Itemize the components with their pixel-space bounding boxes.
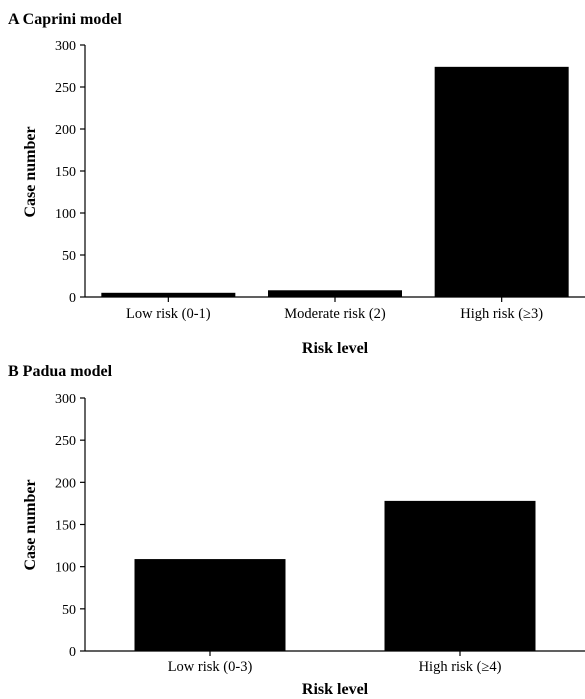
chart-a-ytick-label: 50 [62,249,76,264]
chart-a-bar [101,292,236,297]
chart-b-bar [384,500,536,651]
chart-a-xtick-label: Low risk (0-1) [126,306,211,322]
chart-b-title: B Padua model [8,363,113,380]
chart-b-x-axis-ticks: Low risk (0-3) High risk (≥4) [168,651,502,675]
chart-a-ytick-label: 250 [55,81,76,96]
chart-b-ytick-label: 300 [55,392,76,407]
chart-a-xtick-label: High risk (≥3) [460,306,543,322]
chart-a-bars [101,66,569,297]
chart-a-ytick-label: 200 [55,123,76,138]
chart-a-ylabel: Case number [22,126,39,217]
chart-b-ylabel: Case number [22,479,39,570]
chart-b-y-axis-ticks: 0 50 100 150 200 250 300 [55,392,85,660]
chart-a-ytick-label: 100 [55,207,76,222]
chart-b-ytick-label: 200 [55,476,76,491]
chart-a-bar [268,290,402,297]
chart-b-bar [134,559,286,651]
chart-b-xlabel: Risk level [302,681,369,698]
chart-a-ytick-label: 0 [69,291,76,306]
chart-panel-a: A Caprini model Case number Risk level 0… [8,11,585,357]
chart-a-bar [434,66,569,297]
chart-b-xtick-label: Low risk (0-3) [168,659,253,675]
chart-b-ytick-label: 0 [69,645,76,660]
chart-b-ytick-label: 150 [55,519,76,534]
chart-b-ytick-label: 50 [62,603,76,618]
chart-panel-b: B Padua model Case number Risk level 0 50… [8,363,585,698]
chart-b-ytick-label: 100 [55,561,76,576]
chart-a-xtick-label: Moderate risk (2) [284,306,386,322]
chart-b-ytick-label: 250 [55,434,76,449]
chart-b-xtick-label: High risk (≥4) [419,659,502,675]
chart-a-xlabel: Risk level [302,340,369,357]
chart-a-y-axis-ticks: 0 50 100 150 200 250 300 [55,39,85,306]
chart-a-title: A Caprini model [8,11,122,28]
chart-a-ytick-label: 300 [55,39,76,54]
chart-a-x-axis-ticks: Low risk (0-1) Moderate risk (2) High risk… [126,297,543,322]
chart-a-ytick-label: 150 [55,165,76,180]
chart-b-bars [134,500,536,651]
